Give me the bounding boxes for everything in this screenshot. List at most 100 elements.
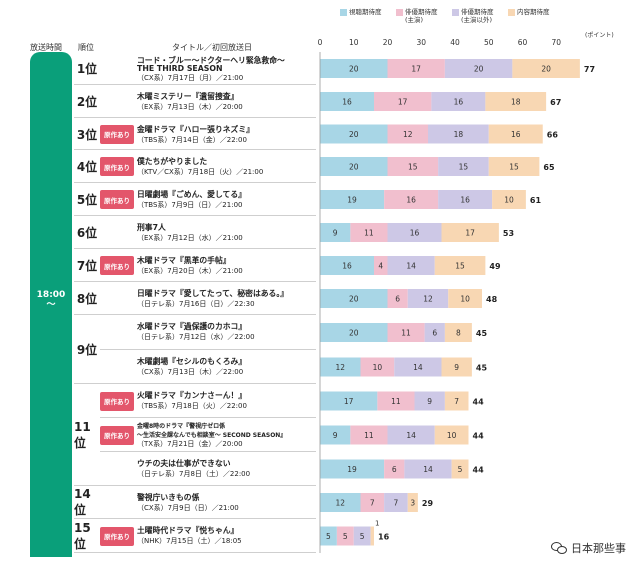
- bar-segment: [320, 124, 388, 144]
- bar-value-label: 14: [423, 465, 433, 474]
- broadcast-date: （CX系）7月9日（日）／21:00: [137, 504, 239, 512]
- legend-swatch-content: [508, 8, 515, 16]
- bar-segment: [350, 223, 388, 242]
- x-tick-label: 20: [383, 38, 393, 47]
- rank-label: 7位: [74, 249, 100, 282]
- bar-value-label: 7: [370, 499, 375, 508]
- rank-text: 14位: [74, 487, 91, 517]
- broadcast-date: （日テレ系）7月16日（日）／22:30: [137, 300, 255, 308]
- bar-value-label: 10: [504, 196, 514, 205]
- bar-segment: [414, 391, 445, 411]
- program-title: 僕たちがやりました: [137, 157, 208, 166]
- bar-segment: [320, 323, 388, 342]
- bar-value-label: 20: [349, 163, 359, 172]
- time-slot-bar: 18:00 〜: [30, 52, 72, 557]
- legend-item-lead-actor: 俳優期待度 (主演): [396, 8, 448, 24]
- bar-value-label: 18: [454, 130, 464, 139]
- bar-value-label: 20: [541, 65, 551, 74]
- bar-segment: [492, 190, 526, 209]
- bar-segment: [512, 59, 580, 78]
- original-work-badge: 原作あり: [100, 425, 134, 445]
- program-title: 金曜ドラマ『ハロー張りネズミ』: [137, 125, 254, 134]
- bar-value-label: 14: [406, 262, 416, 271]
- bar-value-label: 12: [423, 295, 433, 304]
- bar-segment: [444, 323, 472, 342]
- bar-value-label: 14: [413, 363, 423, 372]
- bar-value-label: 8: [456, 329, 461, 338]
- broadcast-date: （TBS系）7月14日（金）／22:00: [137, 136, 247, 144]
- bar-value-label: 5: [326, 532, 331, 541]
- program-row: 原作あり 金曜ドラマ『ハロー張りネズミ』 （TBS系）7月14日（金）／22:00: [100, 118, 316, 150]
- bar-value-label: 15: [408, 163, 418, 172]
- bar-value-label: 17: [411, 65, 421, 74]
- wechat-icon: [551, 542, 567, 554]
- program-row: 警視庁いきもの係 （CX系）7月9日（日）／21:00: [100, 486, 316, 519]
- rank-text: 3位: [76, 127, 98, 142]
- program-title: 日曜ドラマ『愛してたって、秘密はある。』: [137, 289, 289, 298]
- bar-value-label: 20: [474, 65, 484, 74]
- legend-item-viewing: 視聴期待度: [340, 8, 392, 24]
- bar-value-label: 17: [465, 229, 475, 238]
- original-work-badge: 原作あり: [100, 157, 134, 176]
- chart-legend: 視聴期待度 俳優期待度 (主演) 俳優期待度 (主演以外) 内容期待度: [340, 8, 556, 24]
- bar-value-label: 9: [333, 229, 338, 238]
- bar-total-label: 44: [473, 432, 485, 441]
- bar-segment: [320, 59, 388, 78]
- x-tick-label: 50: [484, 38, 494, 47]
- x-tick-label: 70: [551, 38, 561, 47]
- legend-swatch-supporting-actor: [452, 8, 459, 16]
- bar-segment: [404, 459, 452, 479]
- program-row: 刑事7人 （EX系）7月12日（水）／21:00: [100, 216, 316, 249]
- bar-value-label: 6: [395, 295, 400, 304]
- bar-segment: [387, 157, 439, 176]
- bar-segment: [428, 124, 489, 144]
- bar-segment: [384, 190, 439, 209]
- rank-label: 8位: [74, 282, 100, 315]
- bar-segment: [488, 157, 540, 176]
- rank-text: 5位: [76, 193, 98, 207]
- original-work-badge: 原作あり: [100, 190, 134, 209]
- bar-value-label: 5: [360, 532, 365, 541]
- bar-segment: [374, 256, 388, 275]
- bar-total-label: 45: [476, 364, 488, 373]
- unit-label: (ポイント): [585, 32, 614, 39]
- bar-segment: [438, 190, 493, 209]
- program-title: ウチの夫は仕事ができない: [137, 459, 231, 468]
- bar-segment: [387, 124, 428, 144]
- bar-segment: [320, 357, 361, 377]
- bar-segment: [394, 357, 442, 377]
- program-row: 原作あり 火曜ドラマ『カンナさーん！』 （TBS系）7月18日（火）／22:00: [100, 384, 316, 418]
- bar-segment: [370, 526, 374, 546]
- bar-value-label: 12: [335, 363, 345, 372]
- bar-total-label: 66: [547, 131, 559, 140]
- program-title: 警視庁いきもの係: [137, 493, 200, 502]
- bar-value-label: 20: [349, 130, 359, 139]
- x-tick-label: 0: [318, 38, 323, 47]
- broadcast-date: （EX系）7月20日（木）／21:00: [137, 267, 243, 275]
- rank-text: 15位: [74, 520, 91, 551]
- broadcast-date: （EX系）7月12日（水）／21:00: [137, 234, 243, 242]
- header-slot: 放送時間: [30, 43, 62, 52]
- rank-label: 14位: [74, 486, 100, 519]
- bar-value-label: 5: [458, 465, 463, 474]
- bar-segment: [438, 157, 489, 176]
- bar-segment: [387, 223, 442, 242]
- program-title: 水曜ドラマ『過保護のカホコ』: [137, 322, 247, 331]
- program-row: 水曜ドラマ『過保護のカホコ』 （日テレ系）7月12日（水）／22:00: [100, 315, 316, 350]
- broadcast-date: （TBS系）7月18日（火）／22:00: [137, 402, 247, 410]
- rank-text: 7位: [76, 259, 98, 273]
- program-row: 木曜ミステリー『遺留捜査』 （EX系）7月13日（木）／20:00: [100, 85, 316, 118]
- program-row: 原作あり 土曜時代ドラマ『悦ちゃん』 （NHK）7月15日（土）／18:05: [100, 519, 316, 553]
- bar-total-label: 48: [486, 295, 498, 304]
- bar-total-label: 16: [378, 533, 390, 542]
- bar-segment: [377, 391, 415, 411]
- broadcast-date: （KTV／CX系）7月18日（火）／21:00: [137, 168, 264, 176]
- bar-segment: [434, 425, 469, 445]
- rank-text: 8位: [76, 292, 98, 306]
- broadcast-date: （EX系）7月13日（木）／20:00: [137, 103, 243, 111]
- program-title: 木曜ドラマ『黒革の手帖』: [137, 256, 231, 265]
- bar-value-label: 19: [347, 196, 357, 205]
- bar-value-label: 17: [344, 397, 354, 406]
- bar-total-label: 53: [503, 229, 514, 238]
- bar-total-label: 45: [476, 329, 488, 338]
